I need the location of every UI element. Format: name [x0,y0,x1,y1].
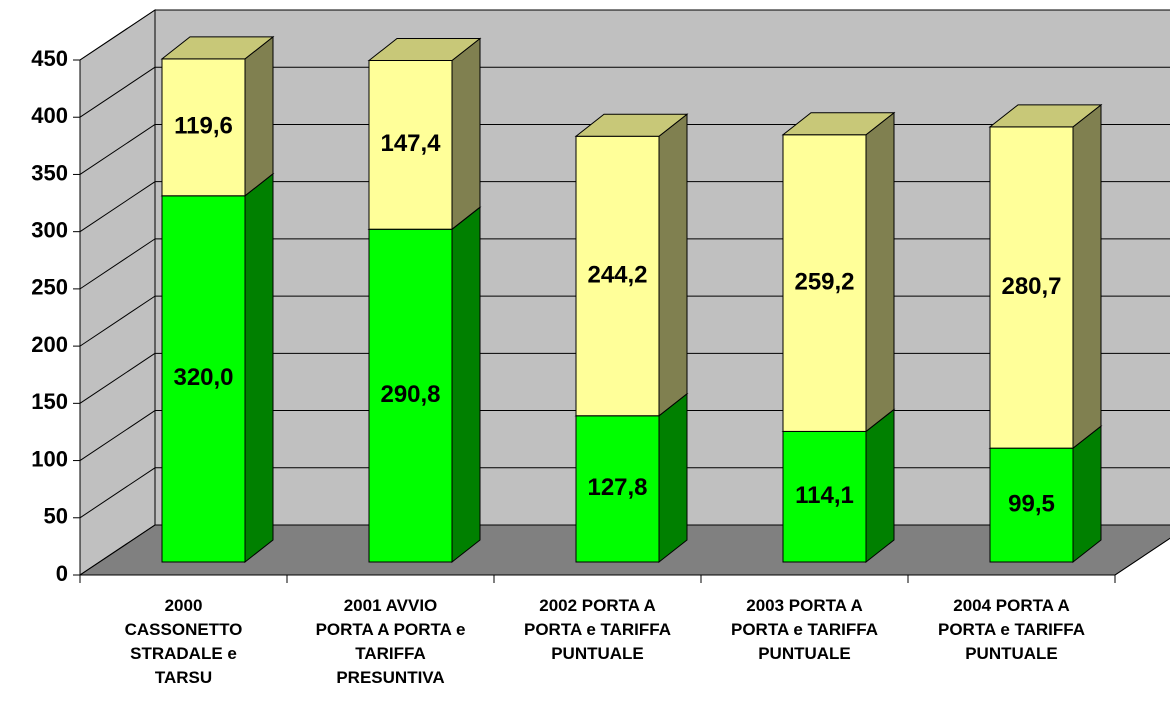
x-tick-label: 2001 AVVIO PORTA A PORTA e TARIFFA PRESU… [315,596,466,687]
bar [782,134,867,432]
x-axis-edge [1114,537,1170,576]
value-label: 147,4 [380,130,441,157]
grid-line [79,352,156,404]
bar-side [658,113,688,417]
value-label: 244,2 [587,261,647,288]
bar [782,430,867,563]
bar [575,135,660,417]
x-tick-label: 2003 PORTA A PORTA e TARIFFA PUNTUALE [730,596,878,663]
bar [368,228,453,563]
y-tick-label: 400 [31,103,68,128]
bar-side [865,111,895,433]
x-tick-label: 2000 CASSONETTO STRADALE e TARSU [124,596,243,687]
bar [989,447,1074,563]
value-label: 99,5 [1008,490,1055,517]
bar-top [367,38,482,62]
grid-line [79,238,156,290]
x-tick-label: 2004 PORTA A PORTA e TARIFFA PUNTUALE [937,596,1085,663]
bar-top [988,104,1103,128]
y-tick-label: 100 [31,446,68,471]
value-label: 280,7 [1001,273,1061,300]
y-tick-label: 150 [31,389,68,414]
value-label: 114,1 [795,482,854,509]
bar [368,60,453,230]
side-wall [79,9,156,576]
value-label: 320,0 [173,364,233,391]
y-tick-label: 450 [31,46,68,71]
bar [161,195,246,563]
bar [989,126,1074,449]
bar-side [244,172,274,564]
bar-side [865,408,895,564]
y-tick-label: 350 [31,160,68,185]
y-tick-label: 300 [31,217,68,242]
grid-line [79,9,156,61]
value-label: 119,6 [174,113,233,140]
bar-top [574,113,689,137]
bar-side [451,206,481,564]
grid-line [79,181,156,233]
bar-top [160,36,275,60]
grid-line [79,66,156,118]
grid-line [79,295,156,347]
grid-line [79,524,156,576]
bar-side [1072,425,1102,564]
bar-side [244,35,274,197]
y-tick-label: 250 [31,275,68,300]
y-tick-label: 0 [56,561,68,586]
bar-top [781,112,896,136]
x-tick-label: 2002 PORTA A PORTA e TARIFFA PUNTUALE [523,596,671,663]
bar-side [658,392,688,564]
grid-line [79,124,156,175]
y-tick-label: 50 [44,504,68,529]
grid-line [79,467,156,519]
value-label: 127,8 [587,474,647,501]
y-tick-label: 200 [31,332,68,357]
value-label: 290,8 [380,381,440,408]
bar [161,58,246,197]
value-label: 259,2 [794,268,854,295]
bar-side [451,37,481,231]
grid-line [79,410,156,461]
bar-side [1072,103,1102,450]
